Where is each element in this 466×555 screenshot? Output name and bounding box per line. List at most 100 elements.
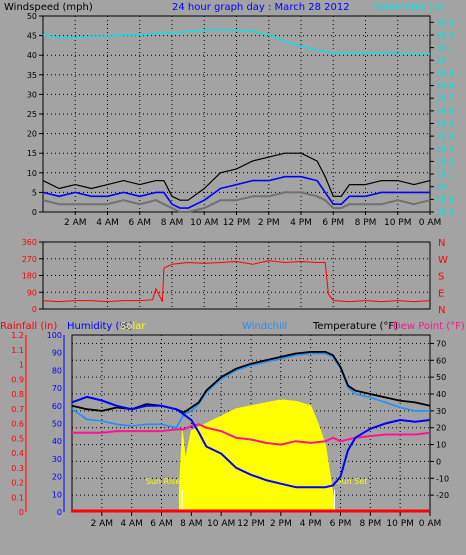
sunset-label: Sun Set bbox=[337, 477, 368, 486]
y-tick-label: 45 bbox=[27, 32, 37, 41]
x-tick-label: 12 PM bbox=[223, 218, 251, 228]
y-tick-label: 25 bbox=[27, 110, 37, 119]
humidity-tick-label: 40 bbox=[52, 437, 62, 446]
y2-tick-label: 29.8 bbox=[436, 82, 454, 91]
temp-tick-label: -10 bbox=[436, 474, 449, 483]
rainfall-axis-label: Rainfall (in) bbox=[0, 321, 57, 332]
x-tick-label: 10 PM bbox=[386, 519, 414, 529]
y2-tick-label: 30.1 bbox=[436, 44, 454, 53]
x-tick-label: 6 AM bbox=[128, 218, 151, 228]
rain-tick-label: 1 bbox=[19, 361, 24, 370]
temp-tick-label: 10 bbox=[436, 441, 446, 450]
solar-area bbox=[178, 399, 335, 513]
y-tick-label: 20 bbox=[27, 130, 37, 139]
x-tick-label: 0 AM bbox=[419, 218, 442, 228]
x-tick-label: 12 PM bbox=[237, 519, 265, 529]
barometer-axis-label: Barometer (in) bbox=[372, 2, 445, 13]
x-tick-label: 2 AM bbox=[64, 218, 87, 228]
compass-label: W bbox=[438, 255, 448, 266]
rain-tick-label: 0.4 bbox=[11, 449, 24, 458]
y2-tick-label: 29.2 bbox=[436, 157, 454, 166]
barometer-line bbox=[42, 29, 430, 55]
graph-title: 24 hour graph day : March 28 2012 bbox=[172, 2, 350, 13]
windchill-axis-label: Windchill bbox=[242, 321, 287, 332]
rain-tick-label: 0.3 bbox=[11, 464, 24, 473]
humidity-line bbox=[71, 395, 431, 489]
y-tick-label: 50 bbox=[27, 12, 37, 21]
humidity-tick-label: 0 bbox=[57, 508, 62, 517]
y2-tick-label: 29.7 bbox=[436, 94, 454, 103]
x-tick-label: 2 AM bbox=[91, 519, 114, 529]
x-tick-label: 2 PM bbox=[270, 519, 292, 529]
x-tick-label: 10 AM bbox=[190, 218, 218, 228]
temperature-axis-label: Temperature (°F) bbox=[312, 321, 398, 332]
x-tick-label: 6 PM bbox=[330, 519, 352, 529]
rain-tick-label: 0.7 bbox=[11, 405, 24, 414]
y2-tick-label: 29 bbox=[436, 183, 446, 192]
compass-label: N bbox=[438, 305, 445, 316]
compass-label: N bbox=[438, 238, 445, 249]
wind-min-line bbox=[42, 191, 431, 213]
x-tick-label: 8 PM bbox=[359, 519, 381, 529]
y-tick-label: 180 bbox=[22, 272, 37, 281]
humidity-tick-label: 90 bbox=[52, 349, 62, 358]
temp-tick-label: -20 bbox=[436, 491, 449, 500]
rain-tick-label: 0.5 bbox=[11, 434, 24, 443]
y2-tick-label: 30.2 bbox=[436, 31, 454, 40]
y-tick-label: 30 bbox=[27, 90, 37, 99]
humidity-tick-label: 50 bbox=[52, 420, 62, 429]
y2-tick-label: 28.9 bbox=[436, 195, 454, 204]
humidity-tick-label: 10 bbox=[52, 490, 62, 499]
y-tick-label: 0 bbox=[32, 208, 37, 217]
dew-point-axis-label: Dew Point (°F) bbox=[393, 321, 465, 332]
x-tick-label: 4 AM bbox=[120, 519, 143, 529]
windspeed-axis-label: Windspeed (mph) bbox=[4, 2, 93, 13]
y2-tick-label: 29.6 bbox=[436, 107, 454, 116]
rain-tick-label: 0.9 bbox=[11, 375, 24, 384]
temp-tick-label: 30 bbox=[436, 407, 446, 416]
x-tick-label: 8 AM bbox=[161, 218, 184, 228]
wind-gust-line bbox=[42, 152, 431, 201]
y2-tick-label: 30 bbox=[436, 56, 446, 65]
dew-point-line bbox=[72, 423, 431, 446]
wind-direction-line bbox=[42, 260, 431, 303]
rain-tick-label: 0.8 bbox=[11, 390, 24, 399]
temp-tick-label: 70 bbox=[436, 339, 446, 348]
solar-axis-label: Solar bbox=[120, 321, 146, 332]
y-tick-label: 40 bbox=[27, 51, 37, 60]
rain-tick-label: 0 bbox=[19, 508, 24, 517]
wind-avg-line bbox=[42, 175, 430, 209]
rain-tick-label: 0.2 bbox=[11, 479, 24, 488]
temp-tick-label: 0 bbox=[436, 457, 441, 466]
x-tick-label: 2 PM bbox=[258, 218, 280, 228]
y2-tick-label: 29.5 bbox=[436, 119, 454, 128]
y2-tick-label: 29.9 bbox=[436, 69, 454, 78]
y-tick-label: 35 bbox=[27, 71, 37, 80]
x-tick-label: 4 PM bbox=[300, 519, 322, 529]
humidity-tick-label: 100 bbox=[47, 331, 62, 340]
x-tick-label: 4 PM bbox=[290, 218, 312, 228]
humidity-axis-label: Humidity (%) bbox=[67, 321, 133, 332]
temp-tick-label: 50 bbox=[436, 373, 446, 382]
rain-tick-label: 0.1 bbox=[11, 493, 24, 502]
y-tick-label: 15 bbox=[27, 149, 37, 158]
humidity-tick-label: 30 bbox=[52, 455, 62, 464]
y2-tick-label: 29.4 bbox=[436, 132, 454, 141]
windchill-line bbox=[71, 352, 430, 429]
y-tick-label: 270 bbox=[22, 255, 37, 264]
temp-tick-label: 40 bbox=[436, 390, 446, 399]
temp-tick-label: 60 bbox=[436, 356, 446, 365]
x-tick-label: 0 AM bbox=[419, 519, 442, 529]
rain-tick-label: 1.2 bbox=[11, 331, 24, 340]
y2-tick-label: 29.3 bbox=[436, 145, 454, 154]
compass-label: S bbox=[438, 272, 444, 283]
y2-tick-label: 30.3 bbox=[436, 18, 454, 27]
y-tick-label: 0 bbox=[32, 305, 37, 314]
compass-label: E bbox=[438, 288, 444, 299]
y-tick-label: 90 bbox=[27, 288, 37, 297]
temperature-line bbox=[71, 350, 431, 414]
x-tick-label: 6 PM bbox=[322, 218, 344, 228]
humidity-tick-label: 80 bbox=[52, 366, 62, 375]
y2-tick-label: 29.1 bbox=[436, 170, 454, 179]
